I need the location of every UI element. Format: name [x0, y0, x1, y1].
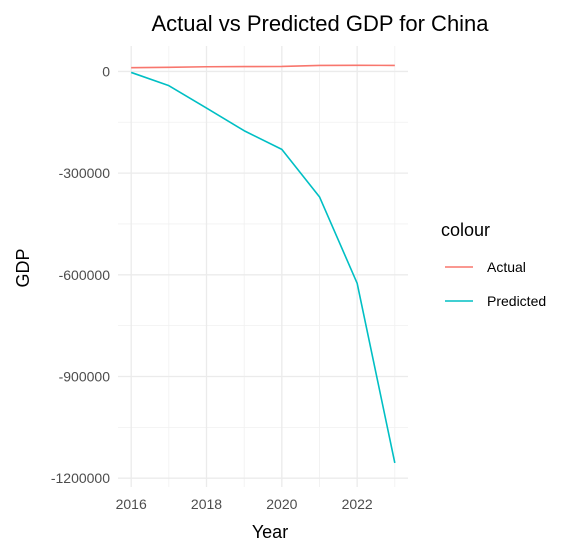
legend: colour Actual Predicted	[441, 220, 546, 309]
x-tick-label: 2016	[116, 496, 147, 512]
y-axis-tick-labels: 0 -300000 -600000 -900000 -1200000	[51, 63, 110, 486]
major-gridlines	[118, 46, 408, 487]
legend-label-predicted: Predicted	[487, 293, 546, 309]
chart-title: Actual vs Predicted GDP for China	[151, 11, 489, 36]
y-tick-label: -300000	[59, 165, 111, 181]
legend-label-actual: Actual	[487, 259, 526, 275]
y-tick-label: -600000	[59, 267, 111, 283]
x-tick-label: 2022	[342, 496, 373, 512]
x-tick-label: 2020	[266, 496, 297, 512]
x-axis-title: Year	[252, 522, 288, 542]
series-layer	[130, 64, 396, 464]
y-axis-title: GDP	[13, 248, 33, 287]
minor-gridlines	[118, 46, 408, 487]
legend-title: colour	[441, 220, 490, 240]
y-tick-label: -1200000	[51, 470, 110, 486]
series-line-actual	[131, 64, 395, 69]
x-tick-label: 2018	[191, 496, 222, 512]
legend-items: Actual Predicted	[445, 259, 546, 309]
x-axis-tick-labels: 2016 2018 2020 2022	[116, 496, 373, 512]
y-tick-label: 0	[102, 63, 110, 79]
y-tick-label: -900000	[59, 368, 111, 384]
series-line-predicted	[130, 71, 396, 464]
